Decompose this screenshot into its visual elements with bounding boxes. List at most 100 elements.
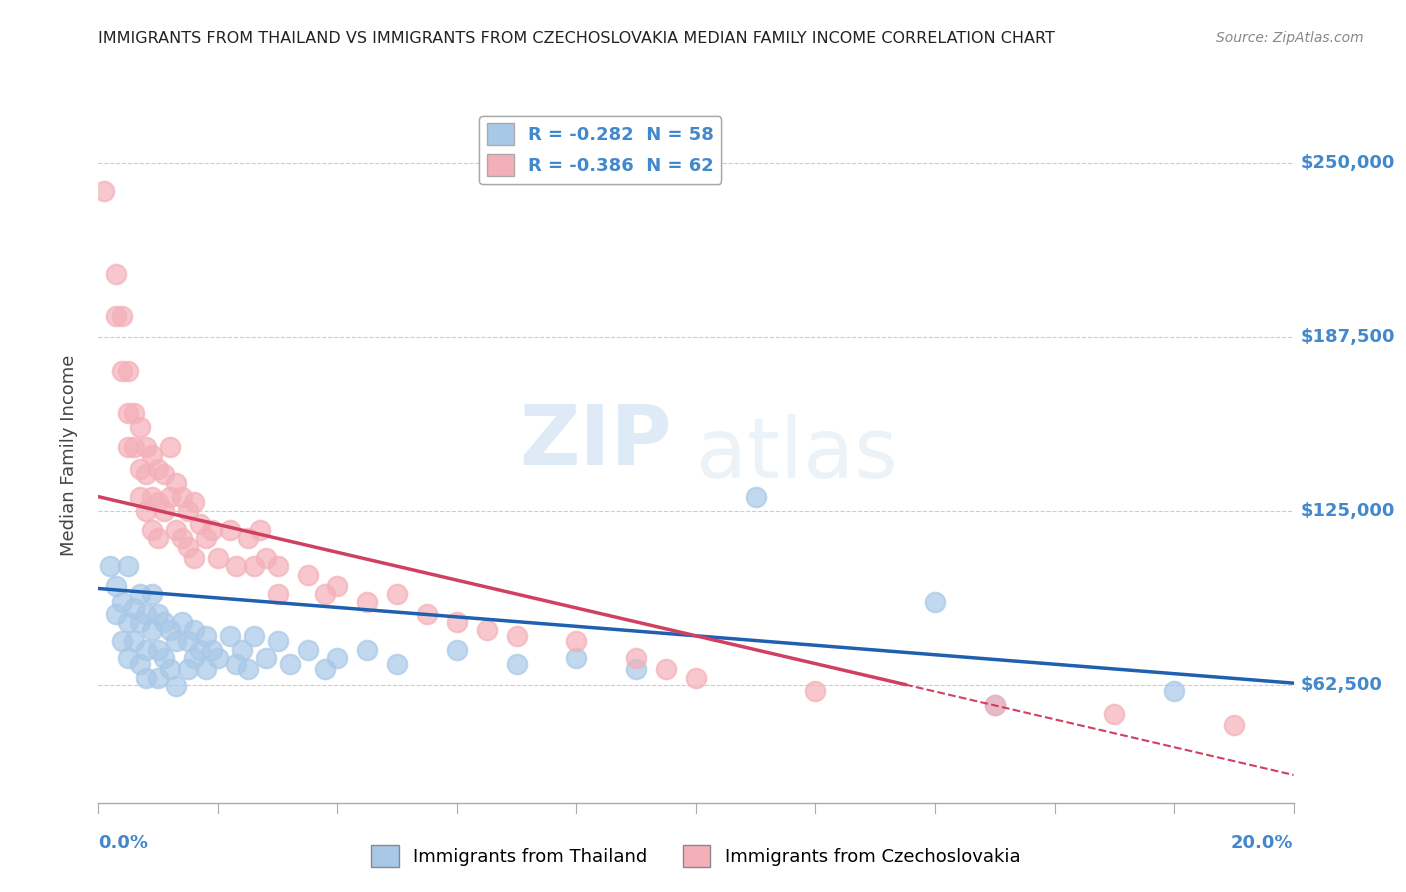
Point: [236, 662, 259, 676]
Point: [446, 642, 468, 657]
Point: [385, 587, 409, 601]
Point: [141, 490, 163, 504]
Point: [624, 651, 647, 665]
Point: [219, 629, 242, 643]
Point: [98, 559, 122, 574]
Point: [105, 309, 128, 323]
Point: [254, 651, 277, 665]
Point: [297, 642, 319, 657]
Point: [141, 523, 163, 537]
Point: [183, 495, 205, 509]
Point: [326, 579, 349, 593]
Point: [148, 671, 170, 685]
Point: [135, 440, 157, 454]
Point: [135, 503, 157, 517]
Point: [565, 634, 588, 648]
Y-axis label: Median Family Income: Median Family Income: [59, 354, 77, 556]
Point: [148, 495, 170, 509]
Point: [685, 671, 707, 685]
Point: [183, 624, 205, 638]
Point: [624, 662, 647, 676]
Point: [141, 624, 163, 638]
Point: [207, 651, 229, 665]
Point: [267, 559, 290, 574]
Point: [124, 601, 146, 615]
Point: [1104, 706, 1126, 721]
Point: [153, 651, 176, 665]
Point: [124, 440, 146, 454]
Point: [565, 651, 588, 665]
Point: [172, 615, 194, 629]
Point: [201, 523, 224, 537]
Point: [177, 662, 200, 676]
Point: [105, 607, 128, 621]
Point: [243, 629, 266, 643]
Point: [165, 634, 187, 648]
Point: [194, 532, 218, 546]
Point: [159, 440, 181, 454]
Point: [177, 540, 200, 554]
Point: [148, 607, 170, 621]
Point: [745, 490, 768, 504]
Text: $250,000: $250,000: [1301, 153, 1395, 171]
Point: [254, 550, 277, 565]
Point: [183, 550, 205, 565]
Point: [124, 406, 146, 420]
Point: [148, 462, 170, 476]
Point: [356, 642, 378, 657]
Point: [153, 503, 176, 517]
Point: [148, 642, 170, 657]
Point: [177, 634, 200, 648]
Point: [315, 662, 337, 676]
Point: [135, 607, 157, 621]
Point: [141, 448, 163, 462]
Point: [111, 634, 134, 648]
Point: [416, 607, 439, 621]
Point: [188, 517, 211, 532]
Point: [159, 662, 181, 676]
Text: 20.0%: 20.0%: [1232, 834, 1294, 852]
Point: [219, 523, 242, 537]
Point: [385, 657, 409, 671]
Point: [117, 364, 139, 378]
Point: [129, 462, 152, 476]
Point: [93, 184, 115, 198]
Point: [117, 651, 139, 665]
Point: [249, 523, 271, 537]
Point: [172, 490, 194, 504]
Point: [117, 440, 139, 454]
Point: [804, 684, 827, 698]
Text: IMMIGRANTS FROM THAILAND VS IMMIGRANTS FROM CZECHOSLOVAKIA MEDIAN FAMILY INCOME : IMMIGRANTS FROM THAILAND VS IMMIGRANTS F…: [98, 31, 1056, 46]
Point: [225, 657, 247, 671]
Point: [135, 671, 157, 685]
Point: [446, 615, 468, 629]
Text: $62,500: $62,500: [1301, 675, 1382, 693]
Point: [655, 662, 678, 676]
Text: ZIP: ZIP: [520, 401, 672, 482]
Point: [983, 698, 1005, 713]
Point: [326, 651, 349, 665]
Point: [475, 624, 498, 638]
Point: [207, 550, 229, 565]
Point: [924, 595, 946, 609]
Point: [172, 532, 194, 546]
Point: [159, 624, 181, 638]
Point: [159, 490, 181, 504]
Text: Source: ZipAtlas.com: Source: ZipAtlas.com: [1216, 31, 1364, 45]
Point: [153, 467, 176, 482]
Point: [356, 595, 378, 609]
Point: [506, 657, 529, 671]
Point: [153, 615, 176, 629]
Point: [117, 406, 139, 420]
Point: [117, 559, 139, 574]
Point: [236, 532, 259, 546]
Point: [201, 642, 224, 657]
Point: [105, 267, 128, 281]
Point: [297, 567, 319, 582]
Point: [129, 490, 152, 504]
Point: [148, 532, 170, 546]
Point: [225, 559, 247, 574]
Point: [129, 657, 152, 671]
Point: [135, 467, 157, 482]
Point: [124, 634, 146, 648]
